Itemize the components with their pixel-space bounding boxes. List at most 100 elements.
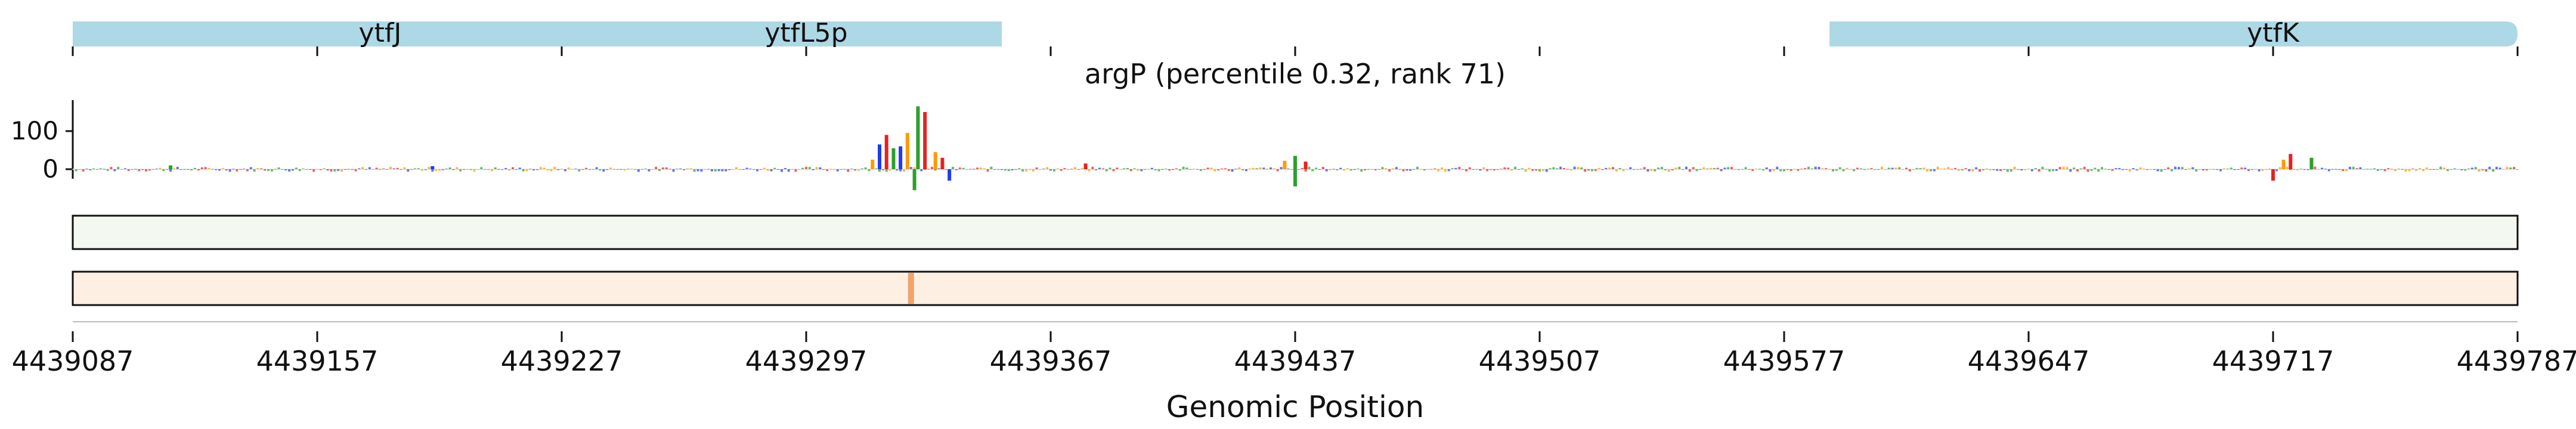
attribution-noise-bar: [766, 169, 769, 171]
attribution-noise-bar: [1772, 169, 1775, 172]
attribution-noise-bar: [1608, 167, 1611, 169]
attribution-peak-T-4439320: [884, 135, 888, 169]
attribution-noise-bar: [1381, 167, 1384, 169]
attribution-noise-bar: [141, 169, 144, 170]
attribution-noise-bar: [2457, 169, 2460, 170]
attribution-noise-bar: [2422, 169, 2425, 172]
attribution-noise-bar: [1856, 167, 1859, 169]
attribution-noise-bar: [316, 169, 318, 170]
attribution-noise-bar: [581, 169, 584, 170]
attribution-noise-bar: [854, 169, 856, 171]
attribution-noise-bar: [794, 169, 797, 172]
attribution-noise-bar: [1147, 169, 1150, 170]
attribution-noise-bar: [1444, 169, 1447, 172]
attribution-noise-bar: [1842, 169, 1845, 172]
attribution-noise-bar: [113, 169, 116, 172]
attribution-noise-bar: [1468, 167, 1471, 169]
attribution-noise-bar: [1227, 169, 1230, 171]
attribution-noise-bar: [955, 169, 958, 170]
attribution-noise-bar: [1479, 169, 1482, 171]
attribution-noise-bar: [1028, 169, 1031, 170]
attribution-noise-bar: [1779, 169, 1782, 172]
attribution-noise-bar: [1405, 169, 1408, 171]
attribution-noise-bar: [403, 167, 406, 169]
attribution-noise-bar: [1559, 166, 1562, 169]
attribution-noise-bar: [1887, 167, 1890, 169]
attribution-noise-bar: [138, 169, 141, 172]
attribution-noise-bar: [1926, 169, 1929, 172]
attribution-noise-bar: [148, 169, 151, 171]
attribution-noise-bar: [1503, 167, 1506, 169]
attribution-noise-bar: [236, 169, 239, 172]
attribution-noise-bar: [1245, 169, 1247, 172]
attribution-noise-bar: [965, 169, 968, 170]
attribution-noise-bar: [958, 167, 961, 169]
attribution-noise-bar: [2052, 169, 2054, 172]
attribution-noise-bar: [469, 169, 472, 170]
attribution-noise-bar: [1398, 169, 1401, 170]
attribution-noise-bar: [333, 169, 336, 172]
attribution-noise-bar: [1426, 169, 1429, 170]
attribution-noise-bar: [1021, 169, 1024, 172]
attribution-noise-bar: [1587, 169, 1590, 171]
attribution-noise-bar: [962, 167, 965, 169]
attribution-noise-bar: [1126, 167, 1129, 169]
attribution-noise-bar: [476, 169, 479, 170]
attribution-noise-bar: [501, 169, 504, 170]
attribution-noise-bar: [732, 169, 734, 170]
attribution-peak-C-4439318: [878, 144, 881, 169]
attribution-noise-bar: [1821, 168, 1824, 169]
attribution-noise-bar: [354, 169, 357, 172]
attribution-noise-bar: [805, 166, 807, 169]
attribution-peak-G-4439720: [2281, 160, 2286, 169]
attribution-noise-bar: [808, 167, 811, 169]
attribution-noise-bar: [2439, 166, 2442, 169]
attribution-noise-bar: [2317, 169, 2320, 170]
attribution-noise-bar: [1692, 167, 1695, 169]
attribution-noise-bar: [896, 169, 899, 171]
attribution-noise-bar: [1957, 169, 1960, 171]
attribution-noise-bar: [1098, 167, 1101, 169]
attribution-noise-bar: [82, 169, 85, 172]
attribution-noise-bar: [700, 169, 703, 172]
x-tick-label: 4439157: [256, 345, 379, 377]
attribution-noise-bar: [2171, 169, 2174, 172]
attribution-noise-bar: [557, 169, 560, 170]
attribution-noise-bar: [1014, 169, 1017, 170]
attribution-noise-bar: [1936, 166, 1939, 169]
attribution-noise-bar: [2024, 169, 2027, 170]
x-tick-label: 4439507: [1479, 345, 1601, 377]
heatmap-track-1: [72, 214, 2519, 250]
gene-label-ytfJ: ytfJ: [359, 18, 402, 48]
attribution-noise-bar: [215, 169, 218, 170]
attribution-noise-bar: [721, 169, 724, 172]
attribution-noise-bar: [211, 169, 214, 170]
attribution-noise-bar: [1137, 169, 1140, 171]
attribution-noise-bar: [1392, 168, 1394, 169]
attribution-noise-bar: [106, 169, 109, 171]
attribution-noise-bar: [1105, 169, 1108, 172]
attribution-noise-bar: [1329, 169, 1332, 170]
attribution-noise-bar: [1737, 169, 1740, 170]
attribution-noise-bar: [2195, 169, 2198, 172]
attribution-noise-bar: [1150, 167, 1153, 169]
attribution-noise-bar: [592, 169, 595, 170]
attribution-noise-bar: [2495, 166, 2498, 169]
attribution-track: 100 0: [11, 100, 2519, 191]
attribution-noise-bar: [571, 169, 574, 170]
attribution-noise-bar: [2401, 169, 2404, 170]
attribution-noise-bar: [1877, 169, 1880, 170]
attribution-noise-bar: [1674, 167, 1677, 169]
attribution-noise-bar: [417, 168, 420, 169]
attribution-noise-bar: [1496, 169, 1499, 170]
attribution-noise-bar: [2363, 169, 2366, 170]
attribution-noise-bar: [343, 169, 346, 170]
attribution-noise-bar: [448, 167, 451, 169]
attribution-noise-bar: [1930, 169, 1932, 172]
attribution-noise-bar: [1486, 169, 1489, 172]
attribution-peak-A-4439728: [2309, 157, 2314, 169]
attribution-noise-bar: [1563, 168, 1565, 169]
attribution-noise-bar: [1713, 167, 1716, 169]
attribution-noise-bar: [1807, 166, 1810, 169]
attribution-noise-bar: [1409, 169, 1412, 171]
